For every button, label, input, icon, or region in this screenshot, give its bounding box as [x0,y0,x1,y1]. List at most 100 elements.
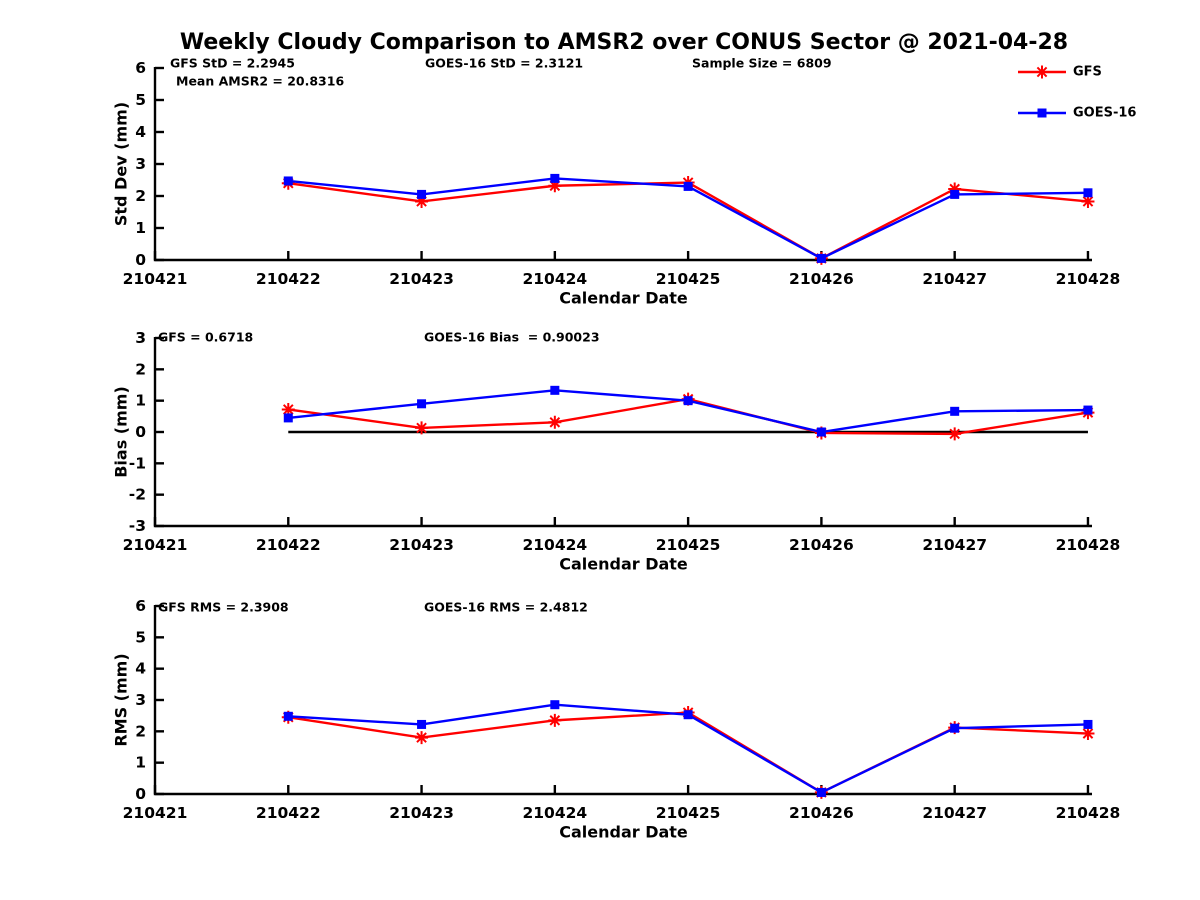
x-axis-title: Calendar Date [559,555,688,574]
goes16-marker [550,173,560,183]
x-axis-title: Calendar Date [559,823,688,842]
y-tick-label: 2 [135,722,146,740]
legend: GFS GOES-16 [1018,65,1136,121]
goes16-markers [283,385,1093,437]
y-tick-label: -1 [129,454,146,472]
x-tick-label: 210426 [789,804,854,822]
annotation: Mean AMSR2 = 20.8316 [176,74,344,89]
y-tick-label: 3 [135,691,146,709]
gfs-marker [415,194,429,208]
goes16-marker [1083,719,1093,729]
goes16-marker [417,399,427,409]
legend-marker [1035,65,1049,79]
x-tick-label: 210425 [656,804,721,822]
goes16-markers [283,700,1093,797]
annotation: GFS RMS = 2.3908 [158,600,289,615]
x-tick-label: 210422 [256,536,321,554]
axes-spines [153,605,1092,796]
gfs-marker [948,182,962,196]
y-tick-label: 0 [135,423,146,441]
goes16-marker [816,787,826,797]
annotation: GFS StD = 2.2945 [170,56,295,71]
gfs-marker [415,731,429,745]
gfs-marker [548,713,562,727]
goes16-marker [950,406,960,416]
y-tick-label: 0 [135,251,146,269]
gfs-marker [1081,194,1095,208]
y-tick-label: 4 [135,660,146,678]
x-tick-label: 210421 [123,804,188,822]
figure-title: Weekly Cloudy Comparison to AMSR2 over C… [179,30,1069,55]
annotation: GOES-16 StD = 2.3121 [425,56,583,71]
x-tick-label: 210422 [256,804,321,822]
y-tick-label: 5 [135,628,146,646]
gfs-marker [415,421,429,435]
annotation: GFS = 0.6718 [158,330,253,345]
x-tick-label: 210424 [522,270,587,288]
y-tick-label: 4 [135,123,146,141]
goes16-marker [417,189,427,199]
gfs-marker [281,402,295,416]
x-tick-label: 210424 [522,536,587,554]
goes16-marker [283,176,293,186]
gfs-marker [548,415,562,429]
y-tick-label: 3 [135,329,146,347]
goes16-markers [283,173,1093,263]
y-tick-label: 2 [135,360,146,378]
y-axis-title: Bias (mm) [112,386,131,478]
y-axis-title: Std Dev (mm) [112,102,131,226]
x-tick-label: 210426 [789,270,854,288]
gfs-marker [948,427,962,441]
legend-label: GFS [1073,65,1102,80]
legend-label: GOES-16 [1073,106,1136,121]
y-tick-label: 3 [135,155,146,173]
x-tick-label: 210422 [256,270,321,288]
bias-plot: -3 -2 -1 0 1 2 3 210421 210422 210423 210424 210425… [112,329,1121,574]
gfs-markers [281,706,1095,799]
y-axis-title: RMS (mm) [112,653,131,746]
x-tick-label: 210427 [922,270,987,288]
std-dev-plot: 0 1 2 3 4 5 6 210421 210422 210423 210424 210425 210… [112,56,1121,308]
y-tick-label: 1 [135,754,146,772]
x-tick-label: 210423 [389,804,454,822]
y-tick-label: 2 [135,187,146,205]
gfs-marker [1081,727,1095,741]
x-axis-title: Calendar Date [559,289,688,308]
y-tick-label: 0 [135,785,146,803]
goes16-marker [950,723,960,733]
y-tick-label: 6 [135,597,146,615]
annotation: GOES-16 Bias = 0.90023 [424,330,600,345]
y-tick-label: 5 [135,91,146,109]
annotation: Sample Size = 6809 [692,56,832,71]
x-tick-label: 210425 [656,536,721,554]
x-tick-label: 210427 [922,804,987,822]
goes16-marker [417,719,427,729]
goes16-marker [950,189,960,199]
goes16-marker [1083,188,1093,198]
x-tick-label: 210426 [789,536,854,554]
annotation: GOES-16 RMS = 2.4812 [424,600,588,615]
goes16-marker [550,700,560,710]
x-tick-label: 210423 [389,536,454,554]
goes16-marker [816,253,826,263]
x-tick-label: 210421 [123,270,188,288]
gfs-marker [548,179,562,193]
y-tick-label: 1 [135,392,146,410]
x-tick-label: 210425 [656,270,721,288]
goes16-marker [683,181,693,191]
goes16-marker [1083,405,1093,415]
goes16-marker [550,385,560,395]
y-tick-label: -2 [129,486,146,504]
goes16-marker [683,396,693,406]
axes-spines [153,67,1092,262]
x-tick-label: 210421 [123,536,188,554]
x-tick-label: 210427 [922,536,987,554]
x-tick-label: 210428 [1056,270,1121,288]
y-tick-label: 6 [135,59,146,77]
y-tick-label: -3 [129,517,146,535]
rms-plot: 0 1 2 3 4 5 6 210421 210422 210423 210424 210425 210… [112,597,1121,842]
legend-marker [1037,108,1047,118]
goes16-marker [283,711,293,721]
